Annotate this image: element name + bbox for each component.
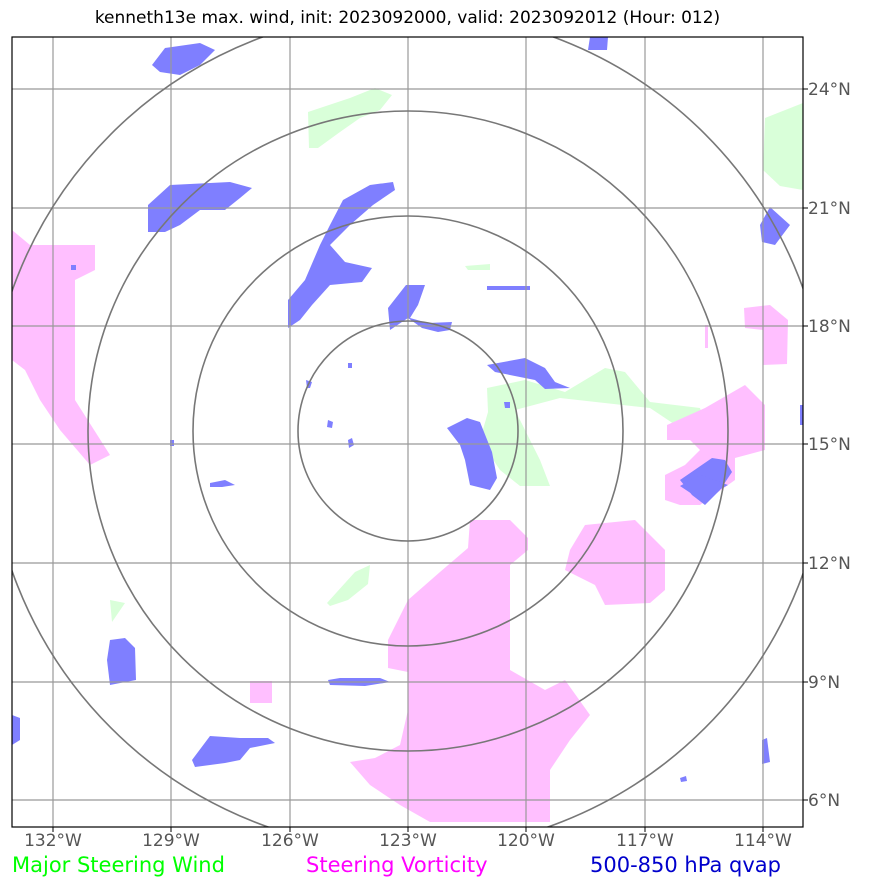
lon-label: 120°W bbox=[497, 831, 555, 851]
legend-steering-vorticity: Steering Vorticity bbox=[306, 853, 488, 877]
legend-qvap: 500-850 hPa qvap bbox=[590, 853, 781, 877]
lon-label: 126°W bbox=[261, 831, 319, 851]
lon-label: 129°W bbox=[142, 831, 200, 851]
longitude-labels: 132°W 129°W 126°W 123°W 120°W 117°W 114°… bbox=[24, 831, 792, 851]
graticule bbox=[12, 37, 803, 827]
lon-label: 117°W bbox=[616, 831, 674, 851]
range-rings bbox=[12, 37, 803, 827]
lon-label: 132°W bbox=[24, 831, 82, 851]
lat-label: 18°N bbox=[808, 317, 851, 337]
lat-label: 9°N bbox=[808, 673, 840, 693]
legend-steering-wind: Major Steering Wind bbox=[12, 853, 225, 877]
lat-label: 6°N bbox=[808, 791, 840, 811]
lat-label: 12°N bbox=[808, 554, 851, 574]
lon-label: 123°W bbox=[379, 831, 437, 851]
lat-label: 21°N bbox=[808, 199, 851, 219]
steering-wind-areas bbox=[110, 88, 803, 625]
lat-label: 15°N bbox=[808, 435, 851, 455]
map-title: kenneth13e max. wind, init: 2023092000, … bbox=[94, 8, 721, 28]
lon-label: 114°W bbox=[734, 831, 792, 851]
latitude-labels: 24°N 21°N 18°N 15°N 12°N 9°N 6°N bbox=[808, 80, 851, 811]
lat-label: 24°N bbox=[808, 80, 851, 100]
